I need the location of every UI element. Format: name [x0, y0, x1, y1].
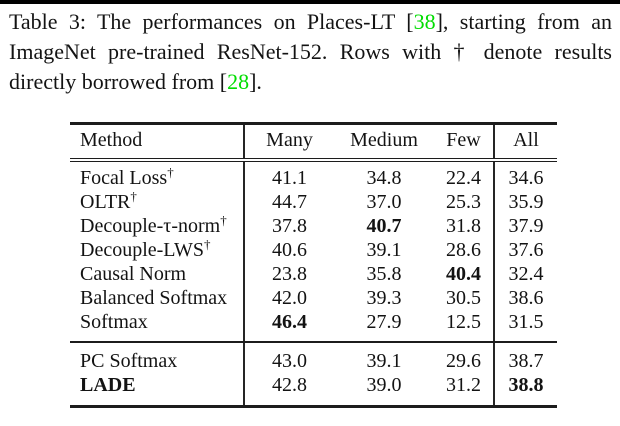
medium-cell: 35.8 — [366, 263, 402, 285]
all-cell: 34.6 — [493, 160, 557, 190]
table-row-decouple-tau-norm: Decouple-τ-norm† 37.8 40.7 31.8 37.9 — [70, 212, 557, 238]
citation-link-28[interactable]: 28 — [227, 69, 250, 94]
few-cell: 40.4 — [446, 263, 481, 285]
header-row: Method Many Medium Few All — [70, 123, 557, 162]
table-row-lade: LADE 42.8 39.0 31.2 38.8 — [70, 373, 557, 407]
method-name: LADE — [80, 374, 136, 396]
many-cell: 23.8 — [243, 262, 334, 286]
method-cell: Causal Norm — [70, 262, 244, 286]
col-header-all: All — [493, 123, 557, 162]
medium-cell: 27.9 — [334, 310, 434, 343]
citation-link-38[interactable]: 38 — [413, 9, 436, 34]
all-cell: 38.8 — [493, 373, 557, 407]
dagger-icon: † — [204, 236, 211, 252]
few-cell: 30.5 — [446, 287, 481, 309]
table-row-oltr: OLTR† 44.7 37.0 25.3 35.9 — [70, 188, 557, 214]
results-table: Method Many Medium Few All Focal Loss† 4… — [70, 122, 557, 408]
method-cell: OLTR† — [70, 188, 244, 214]
method-name: PC Softmax — [80, 350, 178, 372]
all-cell: 37.9 — [493, 214, 557, 238]
dagger-icon: † — [167, 164, 174, 180]
many-cell: 42.0 — [243, 286, 334, 310]
many-cell: 44.7 — [243, 190, 334, 214]
top-border-bar — [0, 0, 620, 4]
method-name: Decouple-τ-norm — [80, 215, 221, 237]
all-cell: 31.5 — [493, 310, 557, 343]
method-name: OLTR — [80, 191, 131, 213]
method-cell: Balanced Softmax — [70, 286, 244, 310]
medium-cell: 34.8 — [366, 167, 402, 189]
all-cell: 38.7 — [493, 342, 557, 373]
all-cell: 37.6 — [493, 238, 557, 262]
method-name: Causal Norm — [80, 263, 187, 285]
few-cell: 31.8 — [446, 215, 481, 237]
method-name: Balanced Softmax — [80, 287, 228, 309]
col-header-method: Method — [70, 123, 244, 162]
caption-text-1: Table 3: The performances on Places-LT [ — [9, 9, 414, 34]
table-row-pc-softmax: PC Softmax 43.0 39.1 29.6 38.7 — [70, 342, 557, 373]
method-cell: PC Softmax — [70, 342, 244, 373]
caption-text-3: ]. — [249, 69, 262, 94]
col-header-medium: Medium — [334, 123, 434, 162]
many-cell: 41.1 — [243, 160, 334, 190]
dagger-icon: † — [130, 188, 137, 204]
medium-cell: 39.1 — [366, 350, 402, 372]
table-header: Method Many Medium Few All — [70, 123, 557, 162]
medium-cell: 37.0 — [366, 191, 402, 213]
many-cell: 40.6 — [243, 238, 334, 262]
all-cell: 35.9 — [493, 190, 557, 214]
few-cell: 29.6 — [446, 350, 481, 372]
table-row-focal-loss: Focal Loss† 41.1 34.8 22.4 34.6 — [70, 160, 557, 190]
table-row-decouple-lws: Decouple-LWS† 40.6 39.1 28.6 37.6 — [70, 236, 557, 262]
many-cell: 42.8 — [243, 373, 334, 407]
dagger-icon: † — [220, 212, 227, 228]
col-header-many: Many — [243, 123, 334, 162]
many-cell: 46.4 — [243, 310, 334, 343]
few-cell: 22.4 — [446, 167, 481, 189]
method-cell: Decouple-τ-norm† — [70, 212, 244, 238]
medium-cell: 39.3 — [366, 287, 402, 309]
table-caption: Table 3: The performances on Places-LT [… — [9, 7, 612, 97]
method-name: Focal Loss — [80, 167, 168, 189]
method-cell: Decouple-LWS† — [70, 236, 244, 262]
method-cell: Softmax — [70, 310, 244, 343]
table-row-softmax: Softmax 46.4 27.9 12.5 31.5 — [70, 310, 557, 343]
few-cell: 25.3 — [446, 191, 481, 213]
many-cell: 37.8 — [243, 214, 334, 238]
medium-cell: 39.1 — [366, 239, 402, 261]
medium-cell: 40.7 — [366, 215, 402, 237]
col-header-few: Few — [434, 123, 494, 162]
method-name: Decouple-LWS — [80, 239, 205, 261]
all-cell: 32.4 — [493, 262, 557, 286]
few-cell: 28.6 — [446, 239, 481, 261]
all-cell: 38.6 — [493, 286, 557, 310]
method-cell: LADE — [70, 373, 244, 407]
medium-cell: 39.0 — [366, 374, 402, 396]
method-cell: Focal Loss† — [70, 160, 244, 190]
few-cell: 31.2 — [446, 374, 481, 396]
method-name: Softmax — [80, 311, 148, 333]
few-cell: 12.5 — [434, 310, 494, 343]
table-row-causal-norm: Causal Norm 23.8 35.8 40.4 32.4 — [70, 262, 557, 286]
many-cell: 43.0 — [243, 342, 334, 373]
caption-text-2: ], starting from an ImageNet pre-trained… — [9, 9, 612, 94]
table-body: Focal Loss† 41.1 34.8 22.4 34.6 OLTR† 44… — [70, 160, 557, 407]
table-row-balanced-softmax: Balanced Softmax 42.0 39.3 30.5 38.6 — [70, 286, 557, 310]
